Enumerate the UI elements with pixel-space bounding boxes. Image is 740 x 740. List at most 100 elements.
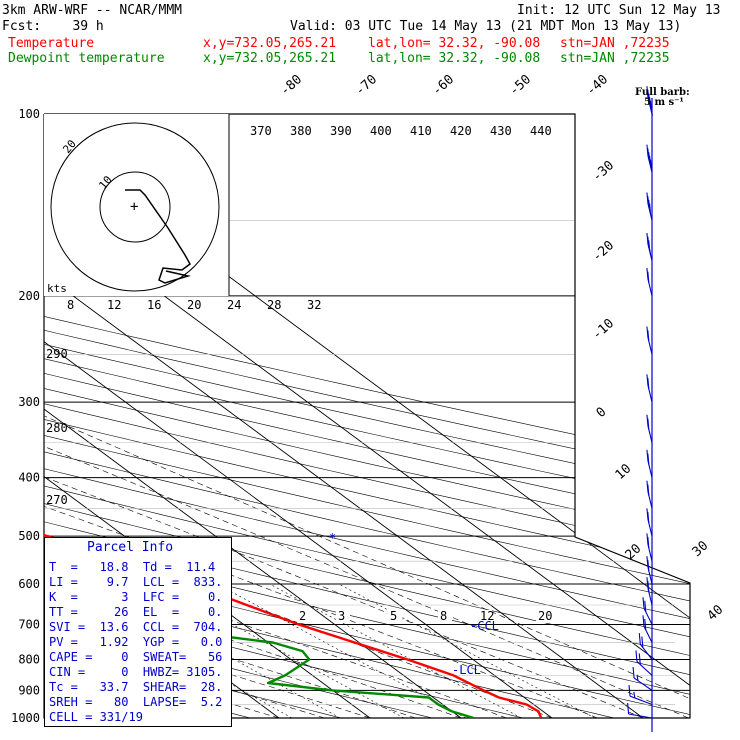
speed-scale-label: 24 (227, 298, 241, 312)
speed-scale-label: 28 (267, 298, 281, 312)
isotherm-label: -60 (430, 72, 457, 99)
moist-adiabat-line (44, 295, 462, 718)
theta-label: 440 (530, 124, 552, 138)
parcel-info-box: Parcel Info T = 18.8 Td = 11.4 LI = 9.7 … (44, 537, 232, 727)
hodograph-ring-20 (50, 122, 220, 292)
pressure-label: 600 (18, 577, 40, 591)
pressure-label: 100 (18, 107, 40, 121)
wind-barb (646, 414, 653, 443)
wind-barb-half-flag (636, 674, 639, 681)
wind-barb (646, 86, 653, 116)
isotherm-label: -20 (590, 238, 617, 265)
wind-barb-flag (647, 580, 650, 592)
theta-label: 280 (46, 421, 68, 435)
isotherm-label: -40 (584, 72, 611, 99)
wind-barb-flag (647, 378, 650, 390)
init-time: Init: 12 UTC Sun 12 May 13 (517, 3, 721, 18)
theta-label: 270 (46, 493, 68, 507)
temperature-latlon: lat,lon= 32.32, -90.08 (368, 36, 541, 51)
mixing-ratio-label: 5 (390, 609, 397, 623)
isotherm-label: -10 (590, 316, 617, 343)
mixing-ratio-label-bg (336, 610, 350, 623)
pressure-label: 400 (18, 471, 40, 485)
hodograph-trace (125, 189, 191, 284)
wind-barb-flag (646, 577, 649, 589)
speed-scale-label: 20 (187, 298, 201, 312)
dewpoint-xy: x,y=732.05,265.21 (203, 51, 337, 66)
wind-barb-flag (649, 155, 652, 167)
wind-barb (646, 232, 653, 261)
wind-barb-flag (647, 418, 650, 430)
wind-barb-shaft (633, 677, 653, 691)
wind-barb-flag (647, 330, 650, 342)
dewpoint-latlon: lat,lon= 32.32, -90.08 (368, 51, 541, 66)
parcel-row-k: K = 3 LFC = 0. (49, 590, 223, 604)
theta-label: 390 (330, 124, 352, 138)
theta-label: 380 (290, 124, 312, 138)
temperature-legend: Temperature (8, 36, 95, 51)
wind-barb (646, 533, 653, 562)
dewpoint-legend: Dewpoint temperature (8, 51, 165, 66)
wind-barb-flag (646, 449, 649, 461)
wind-barb-flag (646, 508, 649, 520)
pressure-label: 300 (18, 395, 40, 409)
theta-label: 420 (450, 124, 472, 138)
wind-barb (635, 650, 653, 676)
mixing-ratio-label-bg (297, 610, 311, 623)
mixing-ratio-label: 3 (338, 609, 345, 623)
mixing-ratio-label: 12 (480, 609, 494, 623)
isotherm-label: -80 (278, 72, 305, 99)
isotherm-label: 20 (623, 541, 645, 563)
wind-barb-flag (644, 600, 647, 612)
isotherm-label: 30 (690, 538, 712, 560)
theta-label: 410 (410, 124, 432, 138)
parcel-row-t: T = 18.8 Td = 11.4 (49, 560, 216, 574)
wind-barb (642, 597, 653, 625)
lcl-label: -LCL (452, 663, 481, 677)
pressure-label: 1000 (11, 711, 40, 725)
wind-barb-half-flag (649, 248, 652, 256)
wind-barb-flag (647, 559, 650, 571)
wind-barb-half-flag (650, 109, 653, 116)
moist-adiabat-line (44, 295, 553, 718)
wind-barb-flag (627, 702, 630, 715)
isotherm-label: 40 (705, 602, 727, 624)
wind-barb (642, 615, 653, 643)
wind-barb-flag (648, 199, 651, 211)
isotherm-line (44, 114, 644, 718)
wind-barb (627, 702, 653, 719)
isotherm-label: -70 (353, 72, 380, 99)
wind-barb-flag (648, 93, 651, 105)
wind-barb (646, 577, 653, 606)
wind-barb (632, 666, 653, 691)
wind-barb-flag (649, 97, 652, 109)
isotherm-label: 10 (613, 461, 635, 483)
wind-barb-flag (646, 192, 649, 204)
isotherm-line (44, 114, 371, 718)
wind-barb-flag (644, 618, 647, 630)
speed-scale-label: 16 (147, 298, 161, 312)
pressure-label: 200 (18, 289, 40, 303)
parcel-row-sreh: SREH = 80 LAPSE= 5.2 (49, 695, 223, 709)
wind-barb-flag (646, 326, 649, 338)
wind-barb-flag (647, 453, 650, 465)
wind-barb-flag (647, 537, 650, 549)
parcel-row-pv: PV = 1.92 YGP = 0.0 (49, 635, 223, 649)
model-title: 3km ARW-WRF -- NCAR/MMM (2, 3, 183, 18)
wind-barb-flag (635, 650, 638, 662)
wind-barb-flag (646, 480, 649, 492)
speed-scale-label: 8 (67, 298, 74, 312)
wind-barb-flag (646, 414, 649, 426)
wind-barb-flag (646, 144, 649, 156)
wind-barb-flag (642, 615, 645, 627)
wind-barb-flag (642, 597, 645, 609)
wind-barb-flag (647, 236, 650, 248)
parcel-row-cin: CIN = 0 HWBZ= 3105. (49, 665, 223, 679)
wind-barb-flag (646, 267, 649, 280)
wind-barb (646, 267, 653, 296)
theta-label: 400 (370, 124, 392, 138)
barb-legend-unit: 5 m s⁻¹ (644, 97, 684, 108)
wind-barb-flag (647, 484, 650, 496)
speed-scale-label: 12 (107, 298, 121, 312)
parcel-row-cape: CAPE = 0 SWEAT= 56 (49, 650, 223, 664)
